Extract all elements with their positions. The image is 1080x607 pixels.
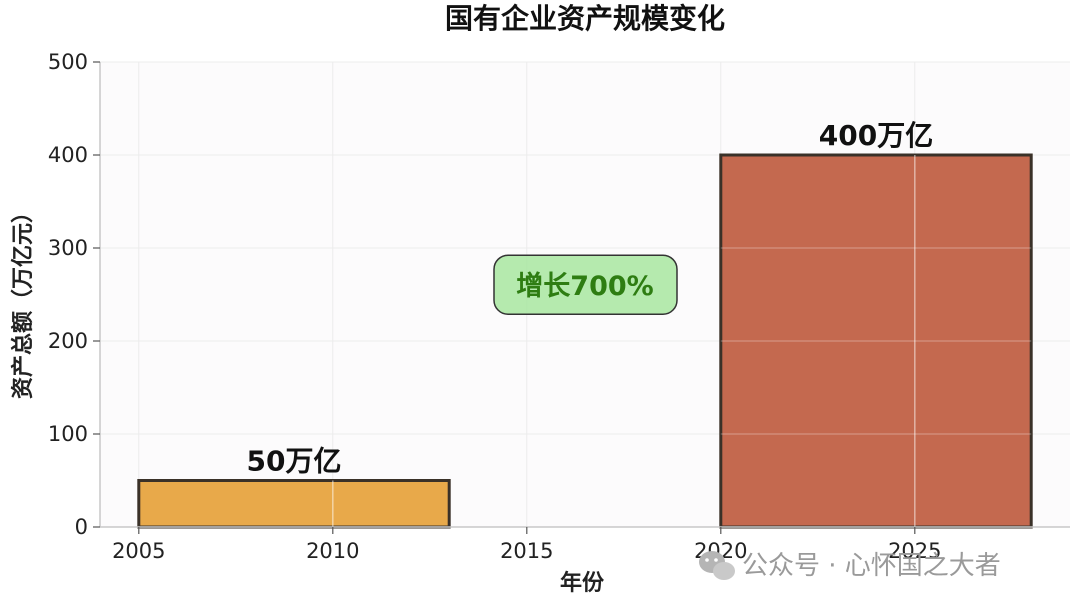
annotation-text: 增长700% bbox=[516, 270, 653, 302]
bar-0 bbox=[137, 479, 451, 529]
y-tick-label: 200 bbox=[48, 329, 88, 353]
bar-value-label-1: 400万亿 bbox=[819, 119, 933, 152]
y-tick-label: 300 bbox=[48, 236, 88, 260]
grid-lines-overlay bbox=[332, 155, 1032, 527]
bars bbox=[137, 153, 1033, 529]
y-tick-label: 0 bbox=[75, 515, 88, 539]
x-tick-label: 2025 bbox=[888, 539, 941, 563]
x-tick-label: 2015 bbox=[500, 539, 553, 563]
watermark: 公众号 · 心怀国之大者 bbox=[699, 551, 1001, 581]
y-tick-label: 500 bbox=[48, 50, 88, 74]
bar-labels: 50万亿 400万亿 bbox=[247, 119, 934, 478]
bar-1 bbox=[719, 153, 1033, 529]
x-tick-label: 2010 bbox=[306, 539, 359, 563]
growth-annotation: 增长700% bbox=[493, 254, 678, 315]
y-tick-label: 400 bbox=[48, 143, 88, 167]
chart-title: 国有企业资产规模变化 bbox=[445, 2, 725, 35]
y-axis-label: 资产总额（万亿元） bbox=[10, 201, 36, 399]
x-axis-label: 年份 bbox=[560, 570, 605, 596]
y-tick-label: 100 bbox=[48, 422, 88, 446]
x-tick-label: 2005 bbox=[112, 539, 165, 563]
wechat-icon bbox=[699, 551, 735, 580]
watermark-text: 公众号 · 心怀国之大者 bbox=[742, 551, 1001, 581]
bar-value-label-0: 50万亿 bbox=[247, 445, 342, 478]
annotation-box bbox=[493, 254, 678, 315]
